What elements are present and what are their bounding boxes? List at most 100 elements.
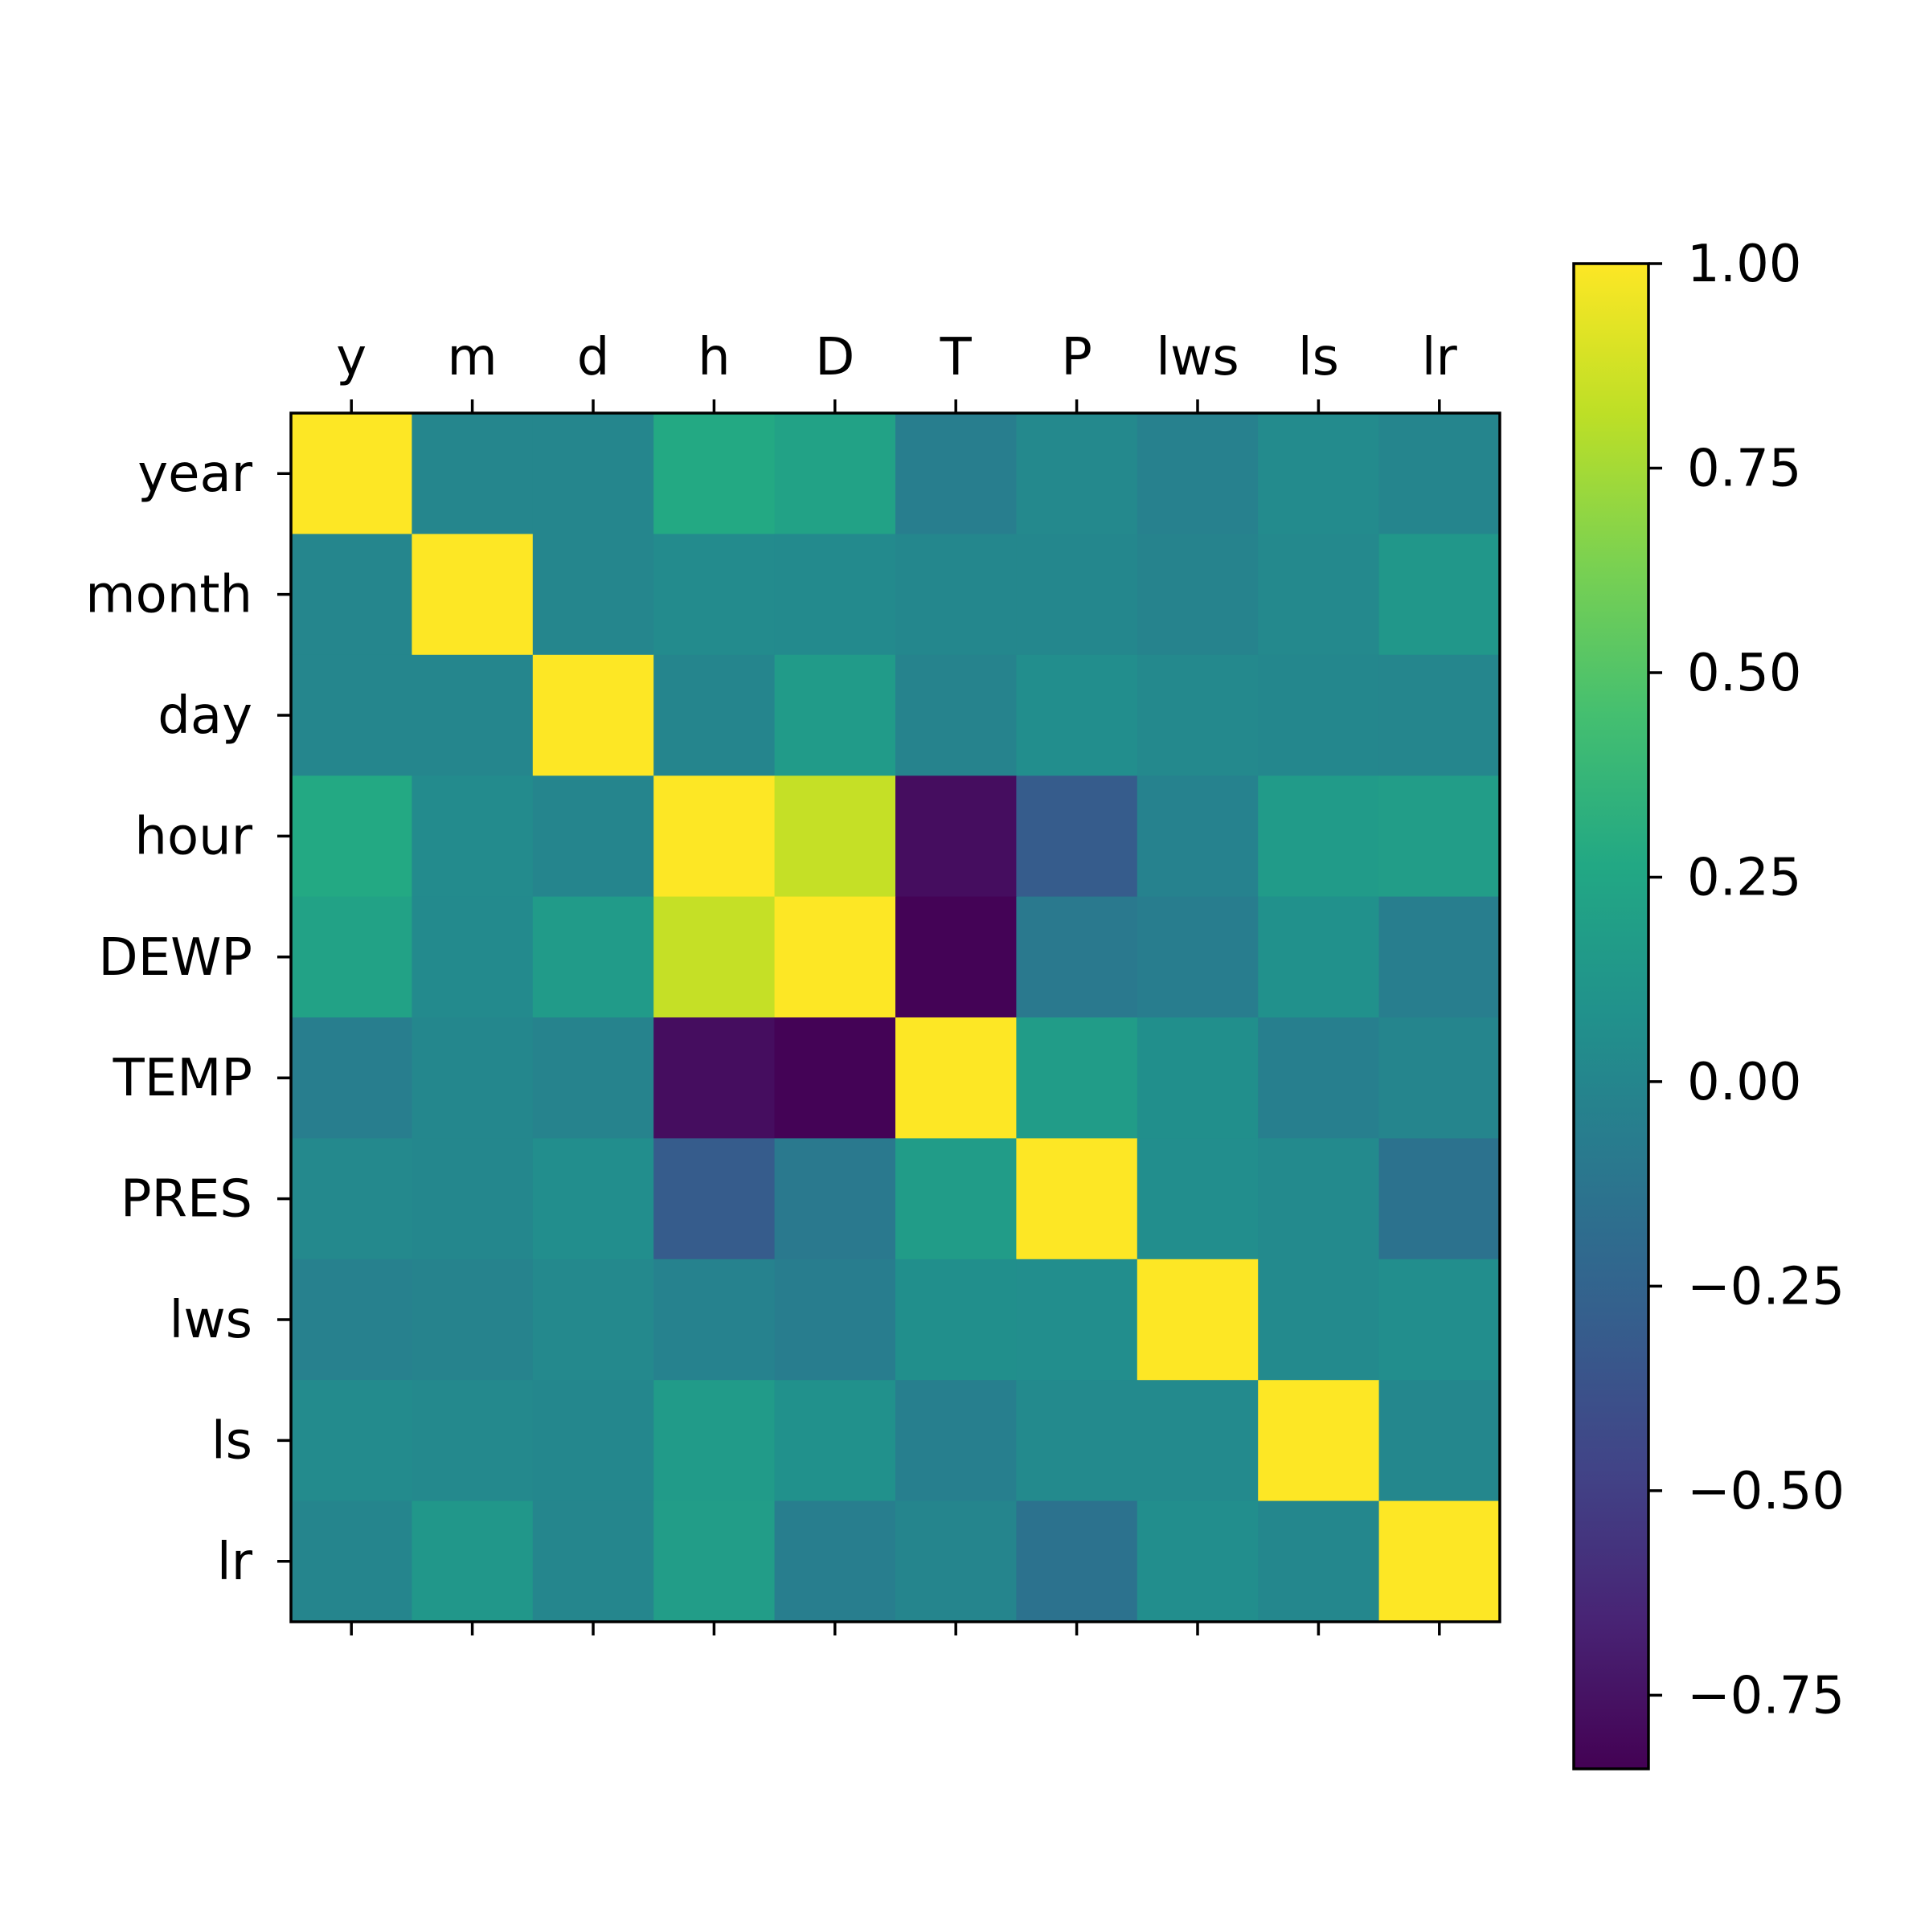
heatmap-cell [1137,534,1259,656]
heatmap-cell [895,1138,1017,1260]
y-tick-label: month [85,566,252,625]
heatmap-cell [532,413,654,534]
heatmap-cell [532,1138,654,1260]
heatmap-cell [1016,654,1138,776]
heatmap-cell [1258,776,1380,898]
y-tick-label: PRES [121,1170,252,1230]
x-tick-label: ls [1298,328,1339,387]
heatmap-cell [895,1380,1017,1502]
heatmap-cell [774,1138,896,1260]
heatmap-cell [532,1259,654,1381]
heatmap-cell [1016,1138,1138,1260]
heatmap-cell [774,413,896,534]
heatmap-cell [653,1380,776,1502]
x-tick-label: h [698,328,731,387]
colorbar-tick-label: 0.50 [1687,644,1802,703]
y-tick-label: year [137,444,252,504]
heatmap-cell [1258,413,1380,534]
heatmap-cell [1378,776,1501,898]
heatmap-cell [1137,896,1259,1018]
heatmap-cell [412,1259,534,1381]
heatmap-cell [895,1259,1017,1381]
heatmap-cell [653,1500,776,1623]
colorbar-gradient [1574,264,1648,1769]
heatmap-cell [532,776,654,898]
heatmap-cell [1016,1017,1138,1139]
heatmap-cell [895,896,1017,1018]
heatmap-cell [653,776,776,898]
heatmap-cell [291,776,412,898]
heatmap-cell [1258,896,1380,1018]
heatmap-cell [1137,776,1259,898]
heatmap-cell [774,1380,896,1502]
heatmap-frame [289,411,1501,1623]
y-tick-label: DEWP [98,928,252,988]
x-tick-label: lr [1422,328,1458,387]
x-tick-label: m [447,328,497,387]
colorbar-frame [1572,262,1650,1770]
heatmap-cell [774,654,896,776]
colorbar-tick-label: −0.50 [1687,1462,1845,1521]
heatmap-cell [1378,1017,1501,1139]
heatmap-cell [1016,413,1138,534]
heatmap-cell [532,1500,654,1623]
heatmap-cell [895,776,1017,898]
heatmap-cell [412,1017,534,1139]
heatmap-cell [291,413,412,534]
heatmap-cell [1378,1138,1501,1260]
heatmap-cell [653,534,776,656]
heatmap-cell [291,1259,412,1381]
x-tick-label: D [815,328,854,387]
y-tick-label: lws [170,1291,252,1350]
heatmap-cell [412,413,534,534]
heatmap-cell [1378,896,1501,1018]
heatmap-cell [412,1380,534,1502]
heatmap-cell [1378,654,1501,776]
x-tick-label: lws [1156,328,1239,387]
heatmap-cell [895,1500,1017,1623]
heatmap-cell [1258,1259,1380,1381]
heatmap-cell [653,413,776,534]
heatmap-cell [291,1500,412,1623]
heatmap-cell [412,1138,534,1260]
colorbar-tick-label: 0.00 [1687,1053,1802,1112]
heatmap-cell [895,1017,1017,1139]
heatmap-cell [1258,654,1380,776]
y-tick-label: hour [134,807,252,866]
y-tick-label: ls [211,1411,252,1471]
heatmap-cell [774,896,896,1018]
heatmap-cell [653,896,776,1018]
heatmap-cell [1258,1017,1380,1139]
heatmap-cell [1137,1500,1259,1623]
heatmap-cell [1016,1259,1138,1381]
heatmap-cell [774,1017,896,1139]
heatmap-cell [774,534,896,656]
colorbar-tick-label: −0.25 [1687,1257,1845,1316]
colorbar-tick-label: 1.00 [1687,235,1802,294]
heatmap-cell [1378,413,1501,534]
heatmap-cell [291,1017,412,1139]
heatmap-cell [1137,1380,1259,1502]
heatmap-cell [1258,1500,1380,1623]
heatmap-cell [412,1500,534,1623]
heatmap-cell [1258,1138,1380,1260]
heatmap-cell [1258,534,1380,656]
colorbar-tick-label: 0.75 [1687,439,1802,498]
heatmap-cell [412,654,534,776]
heatmap-cell [532,534,654,656]
heatmap-cell [1016,1500,1138,1623]
colorbar-tick-label: −0.75 [1687,1666,1845,1725]
colorbar: 1.00 0.75 0.50 0.25 0.00 −0.25 −0.50 −0.75 [1572,235,1845,1770]
heatmap-cell [532,654,654,776]
heatmap-cell [1016,534,1138,656]
heatmap-cells [291,413,1501,1623]
heatmap-cell [1137,1138,1259,1260]
colorbar-tick-label: 0.25 [1687,848,1802,907]
heatmap-cell [291,896,412,1018]
heatmap-cell [532,896,654,1018]
heatmap-cell [774,776,896,898]
heatmap-cell [291,654,412,776]
heatmap-cell [653,654,776,776]
